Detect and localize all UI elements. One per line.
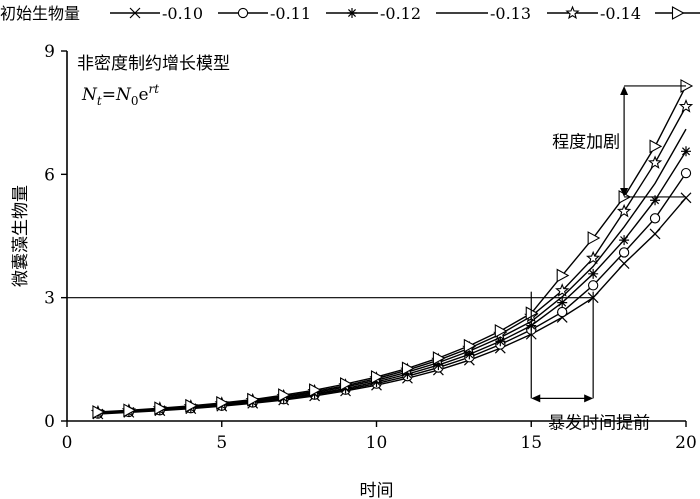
- series-5-point-0: [92, 405, 106, 419]
- intensify-arrow-down: [620, 187, 629, 197]
- series-5: [92, 79, 694, 419]
- series-4-point-19: [678, 98, 694, 113]
- legend-label-4: -0.14: [600, 4, 641, 23]
- intensify-label: 程度加剧: [552, 132, 620, 152]
- series-1-point-19: [680, 167, 692, 179]
- advance-label: 暴发时间提前: [548, 413, 650, 433]
- series-0-point-17: [618, 258, 630, 269]
- y-tick-label-3: 3: [44, 289, 55, 309]
- formula-eq: =: [102, 85, 116, 105]
- x-tick-label-0: 0: [62, 433, 73, 453]
- series-4-point-15: [555, 283, 570, 297]
- series-line-3: [97, 128, 687, 414]
- series-2-point-15: [557, 297, 568, 308]
- plot-area: [90, 79, 694, 420]
- legend-marker-2: [347, 8, 357, 18]
- series-1-point-17: [618, 247, 630, 258]
- series-2-point-16: [588, 268, 599, 279]
- series-5-point-6: [278, 388, 291, 403]
- series-5-point-13: [494, 324, 508, 338]
- series-5-point-11: [432, 351, 446, 366]
- series-5-point-7: [309, 383, 322, 398]
- formula-n: N: [81, 85, 98, 105]
- series-3: [97, 128, 687, 414]
- y-axis-title: 微囊藻生物量: [11, 185, 31, 287]
- y-tick-label-6: 6: [44, 165, 55, 185]
- formula-e: e: [138, 85, 148, 105]
- formula: Nt=N0ert: [81, 82, 159, 108]
- advance-arrow-left: [531, 394, 541, 403]
- series-5-point-5: [247, 392, 260, 407]
- legend: 初始生物量 -0.10-0.11-0.12-0.13-0.14-0.15: [0, 4, 700, 23]
- series-5-point-12: [463, 338, 477, 353]
- axes: 0 5 10 15 20 0 3 6 9 时间 微囊藻生物量: [11, 42, 697, 499]
- legend-title: 初始生物量: [0, 4, 80, 23]
- model-title: 非密度制约增长模型: [77, 54, 230, 74]
- intensify-arrow-up: [620, 85, 629, 95]
- series-2-point-19: [681, 146, 691, 157]
- series-1: [92, 167, 692, 419]
- legend-label-1: -0.11: [270, 4, 311, 23]
- series-2-point-9: [371, 376, 382, 387]
- series-5-point-10: [401, 361, 415, 376]
- series-1-point-18: [649, 213, 661, 224]
- series-1-point-15: [557, 306, 568, 318]
- x-tick-label-10: 10: [366, 433, 388, 453]
- series-2-point-12: [464, 349, 475, 360]
- series-5-point-4: [216, 395, 229, 410]
- series-2: [92, 146, 691, 419]
- series-4-point-18: [647, 155, 663, 169]
- y-tick-label-0: 0: [44, 412, 55, 432]
- series-2-point-11: [433, 360, 444, 371]
- series-1-point-16: [588, 280, 599, 291]
- x-tick-label-5: 5: [216, 433, 227, 453]
- series-2-point-17: [619, 235, 630, 246]
- legend-marker-1: [237, 7, 249, 19]
- series-5-point-3: [185, 398, 198, 413]
- legend-marker-0: [129, 7, 141, 19]
- series-line-0: [97, 197, 687, 415]
- series-5-point-8: [339, 377, 353, 391]
- legend-label-2: -0.12: [380, 4, 421, 23]
- series-0-point-18: [649, 228, 661, 240]
- x-tick-label-15: 15: [520, 433, 542, 453]
- series-4-point-16: [586, 250, 601, 265]
- series-line-2: [97, 150, 687, 414]
- series-2-point-10: [402, 369, 413, 380]
- legend-marker-5: [671, 6, 685, 20]
- series-5-point-9: [370, 370, 384, 384]
- series-5-point-15: [556, 268, 570, 283]
- legend-marker-4: [565, 5, 580, 20]
- series-4-point-17: [616, 203, 632, 218]
- formula-rt: rt: [149, 82, 160, 96]
- x-axis-title: 时间: [360, 481, 394, 499]
- series-0-point-19: [680, 192, 692, 204]
- legend-label-0: -0.10: [162, 4, 203, 23]
- formula-t: t: [97, 94, 102, 108]
- x-tick-label-20: 20: [675, 433, 697, 453]
- y-tick-label-9: 9: [44, 42, 55, 62]
- series-5-point-2: [154, 401, 167, 416]
- formula-zero: 0: [131, 94, 139, 108]
- series-2-point-13: [495, 336, 506, 347]
- formula-n0: N: [115, 85, 132, 105]
- advance-arrow-right: [584, 394, 594, 403]
- series-5-point-1: [123, 403, 137, 418]
- legend-label-3: -0.13: [490, 4, 531, 23]
- series-5-point-16: [587, 231, 601, 245]
- series-2-point-18: [650, 195, 661, 206]
- series-5-point-18: [649, 139, 663, 154]
